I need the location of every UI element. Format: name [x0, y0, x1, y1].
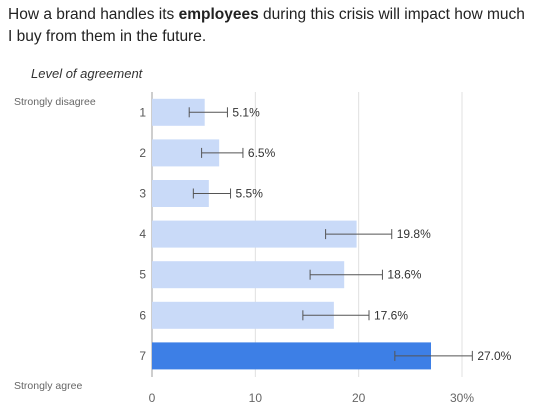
x-tick-label: 20 [352, 391, 366, 405]
y-tick-label: 1 [139, 105, 146, 119]
x-tick-label: 0 [149, 391, 156, 405]
data-label: 27.0% [477, 349, 511, 363]
data-label: 17.6% [374, 308, 408, 322]
bar [152, 220, 357, 248]
title-emphasis: employees [178, 6, 259, 23]
title-part-1: How a brand handles its [8, 6, 179, 23]
data-label: 5.5% [236, 187, 264, 201]
data-label: 18.6% [387, 268, 421, 282]
scale-label-bottom: Strongly agree [14, 380, 83, 392]
data-label: 19.8% [397, 227, 431, 241]
x-tick-label: 30% [450, 391, 474, 405]
title-part-2: during this crisis will impact how much … [8, 6, 525, 45]
y-tick-label: 3 [139, 187, 146, 201]
bar [152, 342, 431, 370]
data-label: 5.1% [232, 105, 260, 119]
chart-subtitle: Level of agreement [31, 66, 143, 81]
y-tick-label: 5 [139, 268, 146, 282]
data-label: 6.5% [248, 146, 276, 160]
chart-title: How a brand handles its employees during… [8, 4, 533, 48]
x-tick-label: 10 [249, 391, 263, 405]
y-tick-label: 2 [139, 146, 146, 160]
y-tick-label: 6 [139, 308, 146, 322]
y-tick-label: 4 [139, 227, 146, 241]
scale-label-top: Strongly disagree [14, 96, 96, 108]
y-tick-label: 7 [139, 349, 146, 363]
